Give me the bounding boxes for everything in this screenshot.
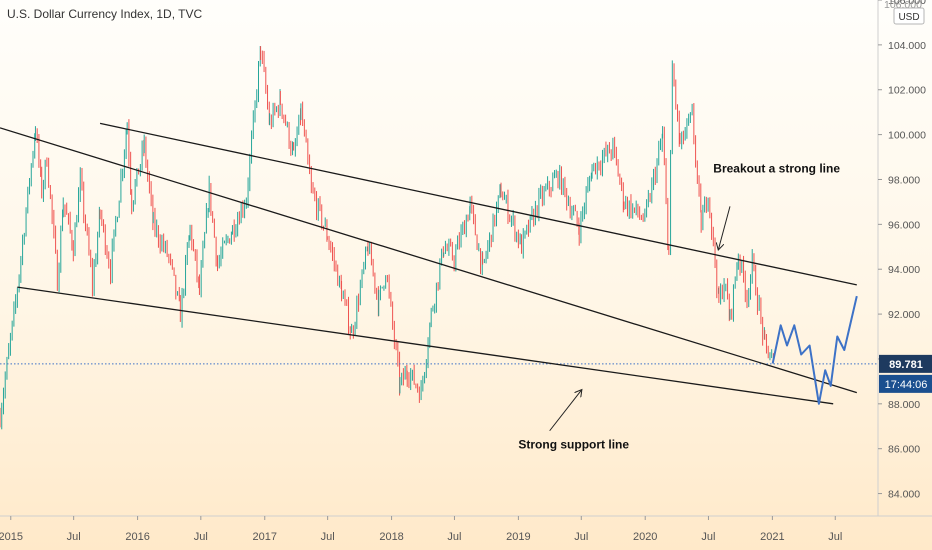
annotation-label: Strong support line <box>518 438 629 452</box>
y-tick-label: 100.000 <box>888 130 926 142</box>
y-tick-label: 88.000 <box>888 399 920 411</box>
x-tick-label: Jul <box>67 531 81 543</box>
x-tick-label: Jul <box>194 531 208 543</box>
x-tick-label: 2020 <box>633 531 657 543</box>
x-tick-label: Jul <box>828 531 842 543</box>
y-tick-label: 96.000 <box>888 219 920 231</box>
countdown-tag <box>879 374 932 393</box>
y-tick-label: 86.000 <box>888 444 920 456</box>
x-tick-label: Jul <box>701 531 715 543</box>
currency-box[interactable] <box>893 7 925 25</box>
x-tick-label: 2021 <box>760 531 784 543</box>
trendline-upper[interactable] <box>99 122 857 286</box>
current-price-label: 89.781 <box>889 359 923 371</box>
current-price-tag <box>879 354 932 373</box>
annotation-arrow <box>549 390 582 432</box>
x-tick-label: 2017 <box>253 531 277 543</box>
annotation-label: Breakout a strong line <box>713 162 840 176</box>
countdown-label: 17:44:06 <box>885 379 928 391</box>
chart-title: U.S. Dollar Currency Index, 1D, TVC <box>7 7 203 21</box>
annotation-arrow <box>719 206 731 249</box>
y-tick-label: 94.000 <box>888 264 920 276</box>
x-tick-label: 2015 <box>0 531 23 543</box>
trendline-middle[interactable] <box>0 127 857 394</box>
projection-path[interactable] <box>771 295 858 405</box>
x-tick-label: Jul <box>447 531 461 543</box>
y-tick-label: 92.000 <box>888 309 920 321</box>
y-tick-label-top: 106.000 <box>884 0 922 11</box>
y-tick-label: 102.000 <box>888 85 926 97</box>
y-tick-label: 106.000 <box>888 0 926 7</box>
x-tick-label: Jul <box>321 531 335 543</box>
trendline-lower[interactable] <box>17 286 834 405</box>
x-tick-label: 2016 <box>125 531 149 543</box>
y-tick-label: 98.000 <box>888 174 920 186</box>
x-tick-label: 2018 <box>379 531 403 543</box>
y-tick-label: 104.000 <box>888 40 926 52</box>
x-tick-label: Jul <box>574 531 588 543</box>
currency-label: USD <box>898 12 919 23</box>
y-tick-label: 84.000 <box>888 489 920 501</box>
x-tick-label: 2019 <box>506 531 530 543</box>
